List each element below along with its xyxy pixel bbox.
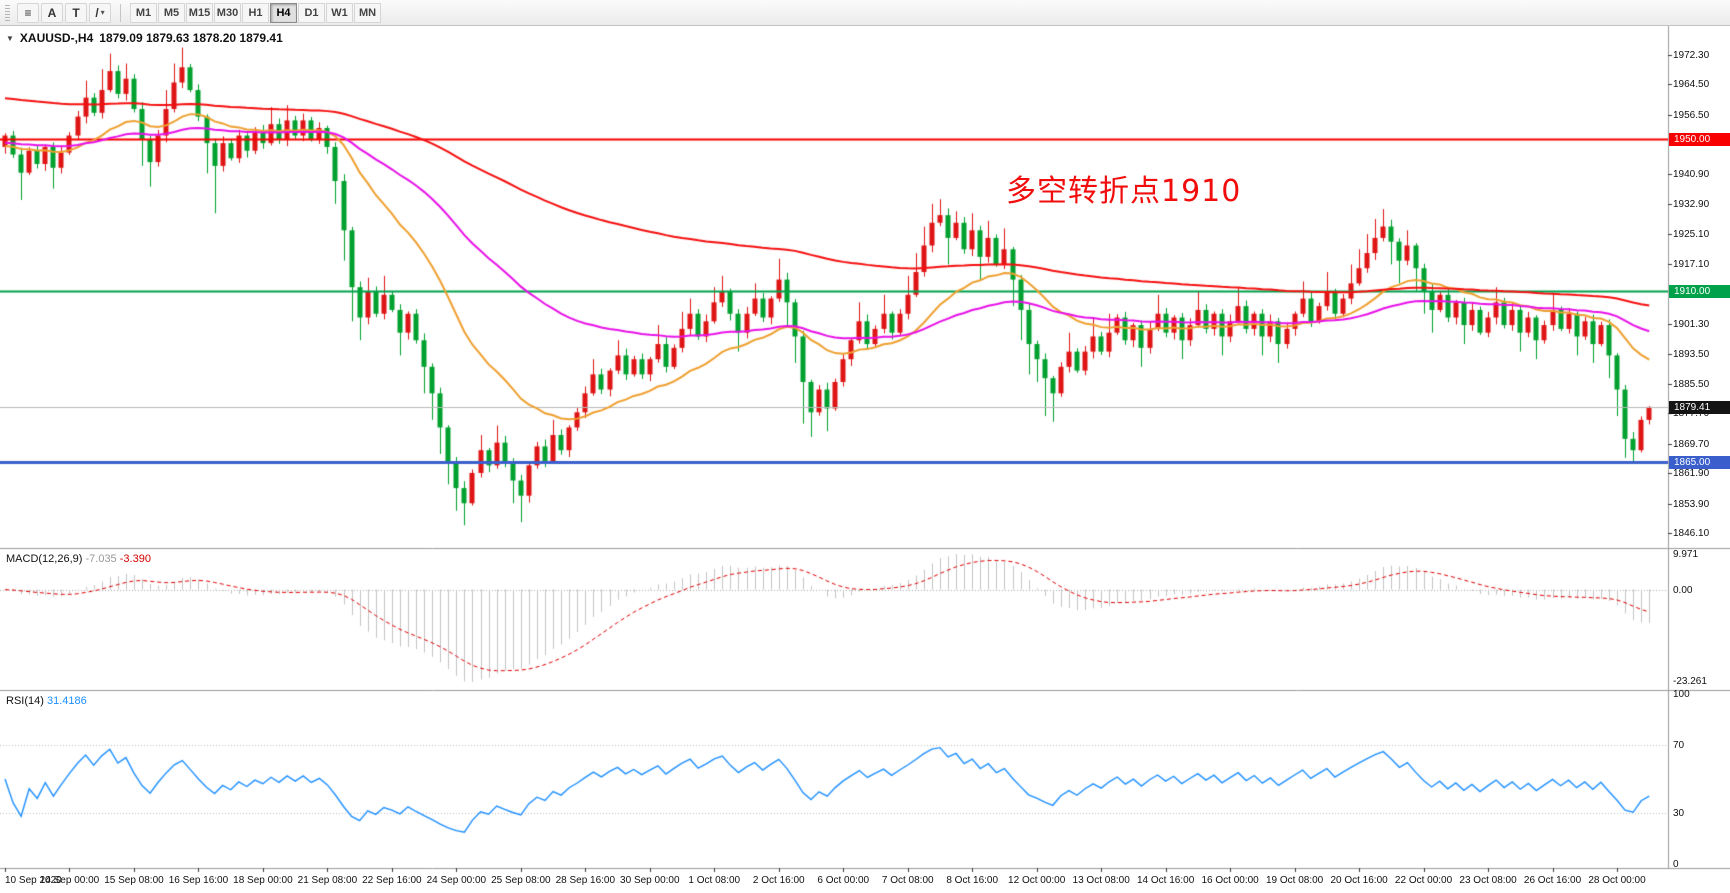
chart-list-icon[interactable]: ≡ [17, 2, 39, 23]
toolbar: ≡ A T / ▾ M1 M5 M15 M30 H1 H4 D1 W1 MN [0, 0, 1730, 26]
period-button-w1[interactable]: W1 [326, 2, 353, 23]
chart-area: ▼ XAUUSD-,H4 1879.09 1879.63 1878.20 187… [0, 26, 1730, 893]
period-buttons: M1 M5 M15 M30 H1 H4 D1 W1 MN [130, 2, 382, 23]
toolbar-separator [120, 3, 121, 22]
macd-label: MACD(12,26,9) -7.035 -3.390 [6, 553, 151, 565]
line-tools-icon[interactable]: / ▾ [89, 2, 111, 23]
period-button-m15[interactable]: M15 [186, 2, 213, 23]
rsi-value: 31.4186 [46, 695, 87, 707]
period-button-d1[interactable]: D1 [298, 2, 325, 23]
period-button-m5[interactable]: M5 [158, 2, 185, 23]
text-tool-icon[interactable]: T [65, 2, 87, 23]
symbol-title: XAUUSD-,H4 [19, 31, 94, 45]
macd-signal-value: -3.390 [119, 553, 151, 565]
rsi-label: RSI(14) 31.4186 [6, 695, 87, 707]
macd-name: MACD(12,26,9) [6, 553, 83, 565]
period-button-mn[interactable]: MN [354, 2, 381, 23]
toolbar-grip[interactable] [5, 4, 10, 21]
cursor-tool-icon[interactable]: A [41, 2, 63, 23]
chart-surface[interactable] [0, 26, 1730, 893]
symbol-header: ▼ XAUUSD-,H4 1879.09 1879.63 1878.20 187… [6, 31, 283, 45]
period-button-h1[interactable]: H1 [242, 2, 269, 23]
symbol-dropdown-icon[interactable]: ▼ [6, 33, 14, 43]
period-button-m1[interactable]: M1 [130, 2, 157, 23]
macd-main-value: -7.035 [85, 553, 117, 565]
symbol-ohlc: 1879.09 1879.63 1878.20 1879.41 [99, 31, 283, 45]
period-button-m30[interactable]: M30 [214, 2, 241, 23]
rsi-name: RSI(14) [6, 695, 44, 707]
period-button-h4[interactable]: H4 [270, 2, 297, 23]
annotation-text: 多空转折点1910 [1006, 174, 1242, 209]
toolbar-tools: ≡ A T / ▾ [17, 2, 111, 23]
